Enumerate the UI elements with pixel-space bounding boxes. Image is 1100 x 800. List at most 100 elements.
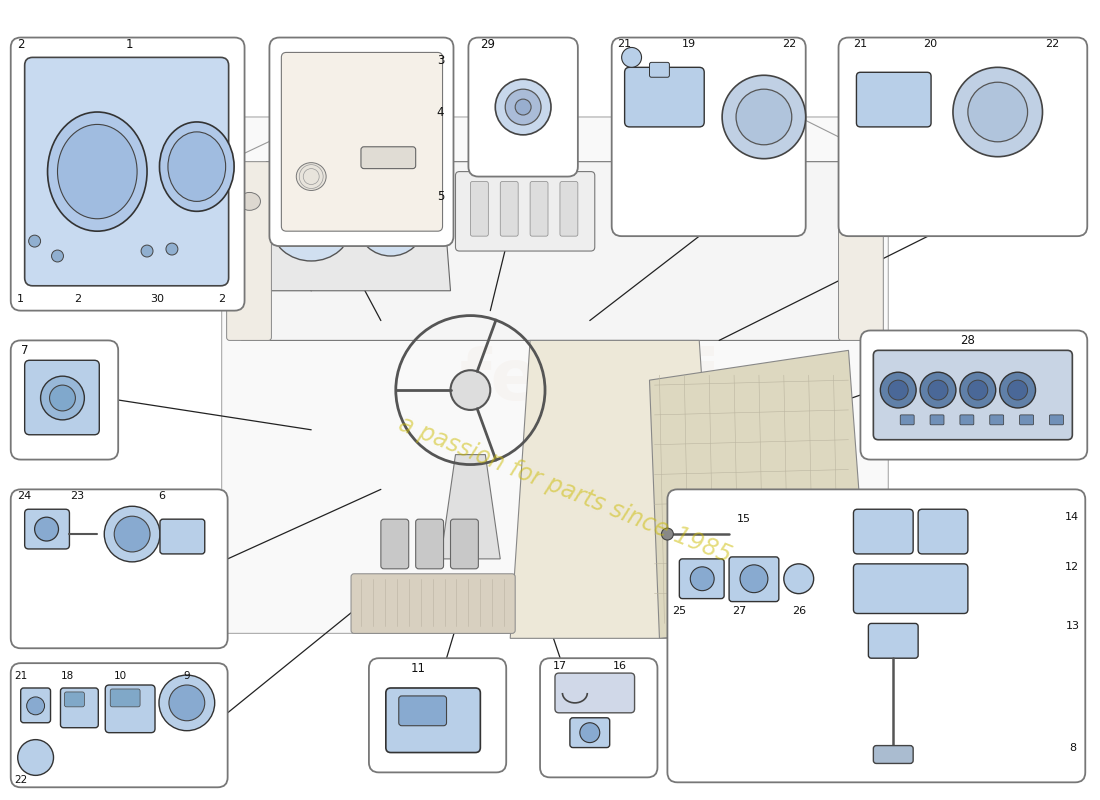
FancyBboxPatch shape [838, 38, 1087, 236]
Ellipse shape [160, 122, 234, 211]
Text: 22: 22 [14, 775, 28, 786]
Circle shape [52, 250, 64, 262]
FancyBboxPatch shape [854, 564, 968, 614]
FancyBboxPatch shape [469, 38, 578, 177]
Circle shape [928, 380, 948, 400]
Text: 22: 22 [782, 39, 796, 50]
Circle shape [41, 376, 85, 420]
Text: 10: 10 [113, 671, 127, 681]
Text: 8: 8 [1069, 742, 1076, 753]
Text: 29: 29 [480, 38, 495, 51]
Ellipse shape [411, 199, 440, 224]
Text: 2: 2 [16, 38, 24, 51]
FancyBboxPatch shape [612, 38, 805, 236]
FancyBboxPatch shape [873, 350, 1072, 440]
Text: 17: 17 [553, 661, 566, 671]
Ellipse shape [296, 162, 326, 190]
Circle shape [960, 372, 996, 408]
Polygon shape [510, 341, 719, 638]
Circle shape [18, 740, 54, 775]
Circle shape [141, 245, 153, 257]
Text: 23: 23 [70, 491, 85, 502]
Text: 25: 25 [672, 606, 686, 615]
FancyBboxPatch shape [227, 162, 272, 341]
FancyBboxPatch shape [918, 510, 968, 554]
FancyBboxPatch shape [931, 415, 944, 425]
Circle shape [621, 47, 641, 67]
Circle shape [691, 567, 714, 590]
FancyBboxPatch shape [540, 658, 658, 778]
FancyBboxPatch shape [668, 490, 1086, 782]
FancyBboxPatch shape [222, 117, 889, 634]
Text: 27: 27 [732, 606, 746, 615]
Circle shape [953, 67, 1043, 157]
Circle shape [169, 685, 205, 721]
FancyBboxPatch shape [106, 685, 155, 733]
FancyBboxPatch shape [65, 692, 85, 707]
FancyBboxPatch shape [854, 510, 913, 554]
Circle shape [722, 75, 805, 158]
Text: ferrari: ferrari [460, 346, 720, 414]
FancyBboxPatch shape [838, 162, 883, 341]
Circle shape [736, 89, 792, 145]
Ellipse shape [47, 112, 147, 231]
Circle shape [580, 722, 600, 742]
FancyBboxPatch shape [11, 341, 118, 459]
Circle shape [968, 82, 1027, 142]
FancyBboxPatch shape [900, 415, 914, 425]
Text: 4: 4 [437, 106, 444, 118]
FancyBboxPatch shape [570, 718, 609, 747]
Circle shape [34, 517, 58, 541]
Circle shape [495, 79, 551, 135]
FancyBboxPatch shape [110, 689, 140, 707]
FancyBboxPatch shape [351, 574, 515, 634]
Circle shape [515, 99, 531, 115]
FancyBboxPatch shape [471, 182, 488, 236]
Circle shape [29, 235, 41, 247]
Circle shape [968, 380, 988, 400]
FancyBboxPatch shape [368, 658, 506, 772]
Text: 20: 20 [923, 39, 937, 50]
Ellipse shape [57, 125, 138, 218]
Text: 14: 14 [1065, 512, 1079, 522]
FancyBboxPatch shape [530, 182, 548, 236]
Circle shape [661, 528, 673, 540]
FancyBboxPatch shape [386, 688, 481, 753]
FancyBboxPatch shape [990, 415, 1003, 425]
Text: 15: 15 [737, 514, 751, 524]
FancyBboxPatch shape [11, 663, 228, 787]
Text: 9: 9 [184, 671, 190, 681]
FancyBboxPatch shape [560, 182, 578, 236]
Text: 18: 18 [60, 671, 74, 681]
FancyBboxPatch shape [24, 360, 99, 434]
Circle shape [26, 697, 45, 714]
FancyBboxPatch shape [500, 182, 518, 236]
Polygon shape [242, 162, 868, 341]
FancyBboxPatch shape [361, 146, 416, 169]
Polygon shape [256, 162, 451, 290]
Ellipse shape [272, 191, 351, 261]
Circle shape [784, 564, 814, 594]
FancyBboxPatch shape [11, 490, 228, 648]
Text: 26: 26 [792, 606, 806, 615]
Circle shape [451, 370, 491, 410]
Circle shape [166, 243, 178, 255]
Text: 28: 28 [960, 334, 976, 347]
Polygon shape [649, 350, 868, 638]
FancyBboxPatch shape [416, 519, 443, 569]
Text: 3: 3 [437, 54, 444, 67]
Circle shape [505, 89, 541, 125]
Text: 12: 12 [1065, 562, 1079, 572]
FancyBboxPatch shape [282, 53, 442, 231]
Text: 6: 6 [158, 491, 165, 502]
FancyBboxPatch shape [625, 67, 704, 127]
FancyBboxPatch shape [381, 519, 409, 569]
Circle shape [114, 516, 150, 552]
FancyBboxPatch shape [399, 696, 447, 726]
Text: a passion for parts since 1985: a passion for parts since 1985 [395, 411, 735, 567]
Circle shape [104, 506, 160, 562]
FancyBboxPatch shape [680, 559, 724, 598]
Text: 2: 2 [74, 294, 81, 304]
Text: 16: 16 [613, 661, 627, 671]
Text: 1: 1 [18, 294, 24, 304]
